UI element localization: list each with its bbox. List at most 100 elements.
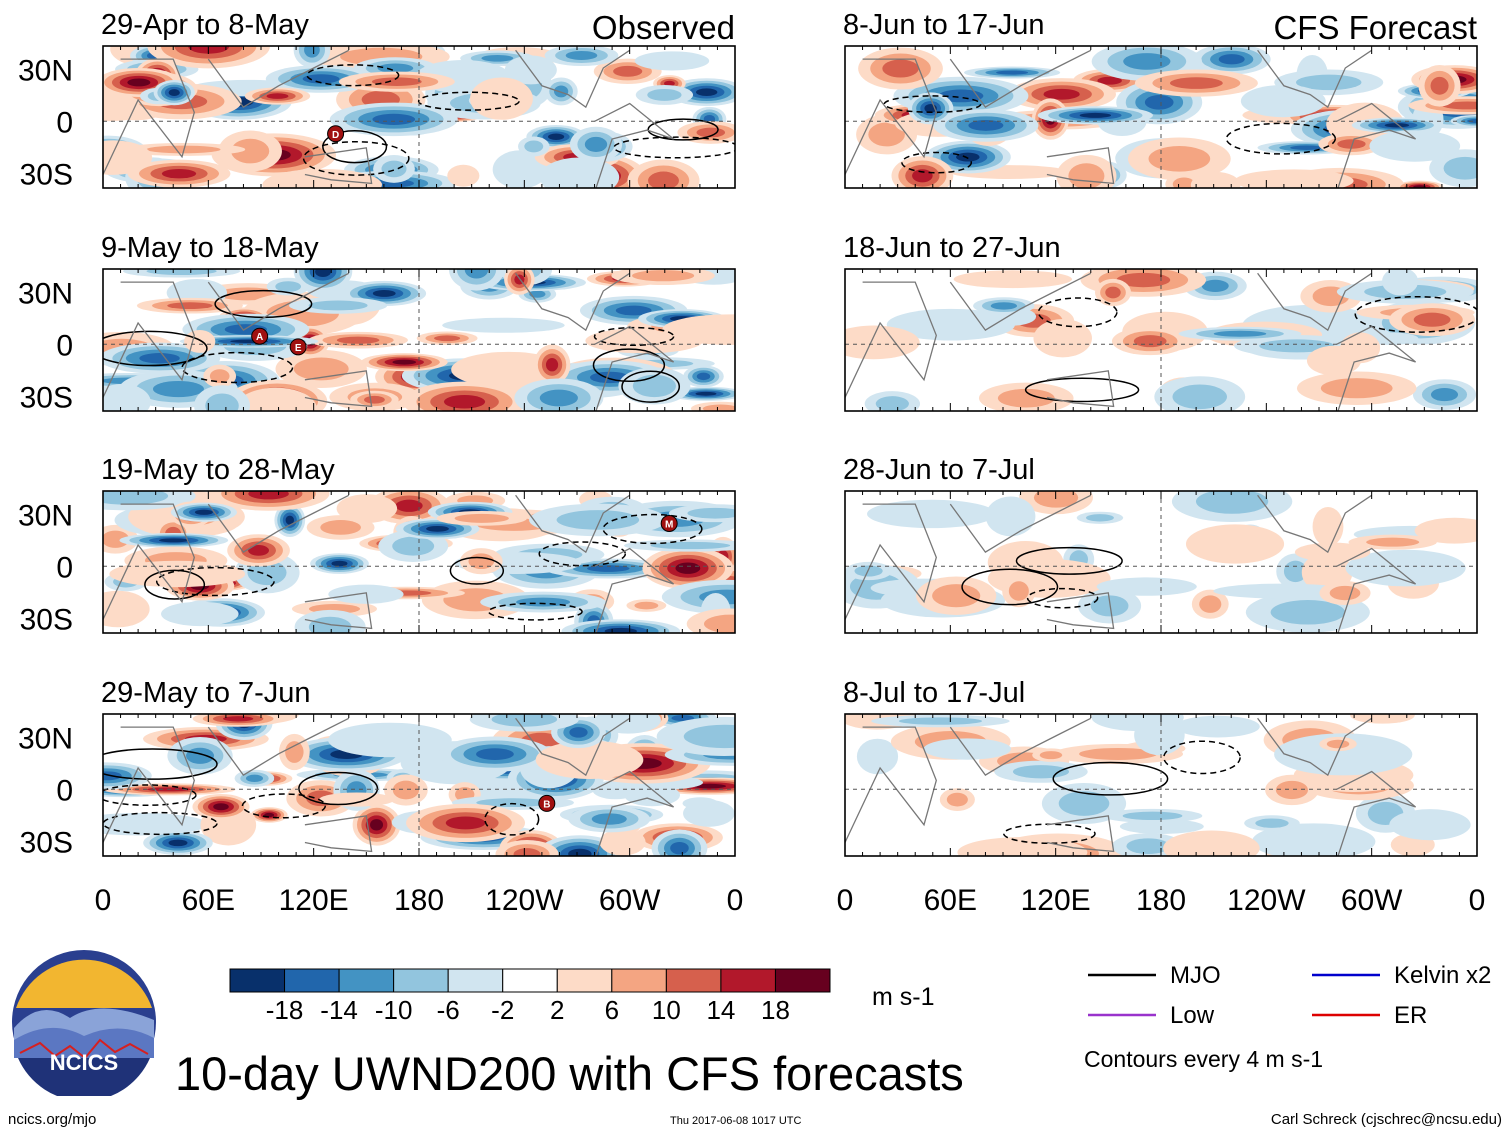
field-blob [302, 74, 340, 84]
event-marker-label: M [665, 519, 673, 530]
field-blob [591, 813, 627, 825]
field-blob [996, 70, 1029, 75]
field-blob [103, 140, 153, 175]
panel-right-3: 8-Jul to 17-Jul [843, 677, 1478, 857]
field-blob [492, 150, 548, 188]
field-blob [1382, 269, 1419, 296]
x-tick-label: 60E [182, 884, 235, 917]
colorbar-tick: -6 [437, 995, 460, 1025]
field-blob [875, 396, 909, 411]
field-blob [395, 499, 423, 512]
coastlines [845, 272, 1417, 411]
colorbar-tick: 6 [605, 995, 619, 1025]
coastline [1046, 592, 1115, 630]
field-blob [168, 89, 180, 97]
coastline [207, 494, 350, 553]
field-blob [556, 510, 640, 530]
field-blob [663, 80, 675, 87]
field-blob [434, 335, 461, 342]
field-blob [445, 816, 486, 830]
field-blob [1294, 542, 1371, 562]
field-blob [1340, 332, 1381, 364]
coastline [845, 58, 937, 175]
field-blob [1251, 823, 1376, 856]
field-blob [370, 819, 384, 831]
field-blob [481, 54, 514, 62]
field-blob [103, 812, 209, 836]
mjo-contour [901, 151, 973, 174]
column-label-left: Observed [592, 9, 735, 46]
field-blob [443, 395, 486, 409]
field-blob [997, 388, 1055, 408]
mjo-contour [1015, 546, 1123, 575]
field-blob [139, 353, 180, 364]
coastline [1336, 102, 1417, 188]
coastline [304, 592, 373, 630]
field-blob [275, 281, 302, 292]
contour-note: Contours every 4 m s-1 [1084, 1046, 1323, 1072]
field-blob [1133, 335, 1167, 348]
mjo-contour [1024, 377, 1140, 403]
field-blob [285, 741, 304, 763]
event-marker-label: E [295, 343, 302, 354]
field-blob [1430, 388, 1459, 402]
field-blob [854, 565, 883, 577]
field-blob [604, 627, 637, 633]
field-blob [426, 525, 449, 532]
panel-left-0: 30N 0 30S 29-Apr to 8-May Observed D [18, 9, 736, 191]
field-blob [856, 738, 899, 775]
field-blob [923, 738, 1012, 760]
field-blob [158, 538, 189, 543]
field-blob [1079, 112, 1112, 118]
field-blob [1240, 84, 1326, 118]
mjo-contour [1037, 297, 1118, 328]
field-blob [634, 601, 659, 610]
field-blob [476, 798, 550, 808]
field-blob [245, 774, 264, 783]
field-blob [1345, 549, 1466, 587]
coastline [949, 494, 1092, 553]
event-marker: M [660, 514, 678, 532]
legend-label: ER [1394, 1002, 1427, 1029]
colorbar-units: m s-1 [872, 983, 935, 1011]
field-blob [1148, 145, 1211, 172]
mjo-contour [417, 91, 520, 111]
field-blob [662, 314, 735, 345]
coastline [1257, 717, 1373, 777]
field-blob [990, 302, 1018, 310]
footer-url[interactable]: ncics.org/mjo [8, 1111, 97, 1128]
panel-left-1: 30N 0 30S 9-May to 18-May A E [18, 232, 736, 414]
field-blob [548, 133, 565, 140]
mjo-contour [538, 541, 627, 567]
field-blob [529, 290, 546, 298]
coastline [207, 272, 350, 331]
field-blob [632, 374, 677, 398]
wind-field [103, 269, 735, 411]
coastline [207, 49, 350, 108]
coastlines [103, 717, 675, 856]
mjo-contour [103, 784, 197, 806]
field-blob [587, 565, 630, 572]
field-blob [1201, 279, 1229, 292]
field-blob [336, 494, 398, 523]
field-blob [845, 325, 920, 360]
field-blob [1414, 517, 1477, 544]
field-blob [1312, 506, 1344, 547]
y-tick-label: 30N [18, 499, 73, 532]
panel-period: 28-Jun to 7-Jul [843, 454, 1035, 486]
coastlines [845, 494, 1417, 633]
colorbar-tick: 18 [761, 995, 790, 1025]
colorbar-tick: -10 [375, 995, 413, 1025]
mjo-contour [602, 513, 703, 545]
coastlines [845, 49, 1417, 188]
field-blob [1213, 583, 1350, 599]
coastline [207, 717, 350, 776]
field-blob [308, 616, 352, 633]
panel-left-2: 30N 0 30S 19-May to 28-May M [18, 454, 736, 636]
colorbar-swatch [229, 968, 286, 993]
field-blob [1090, 595, 1129, 617]
wind-field [845, 269, 1477, 411]
field-blob [968, 119, 1004, 131]
coastline [594, 102, 675, 188]
